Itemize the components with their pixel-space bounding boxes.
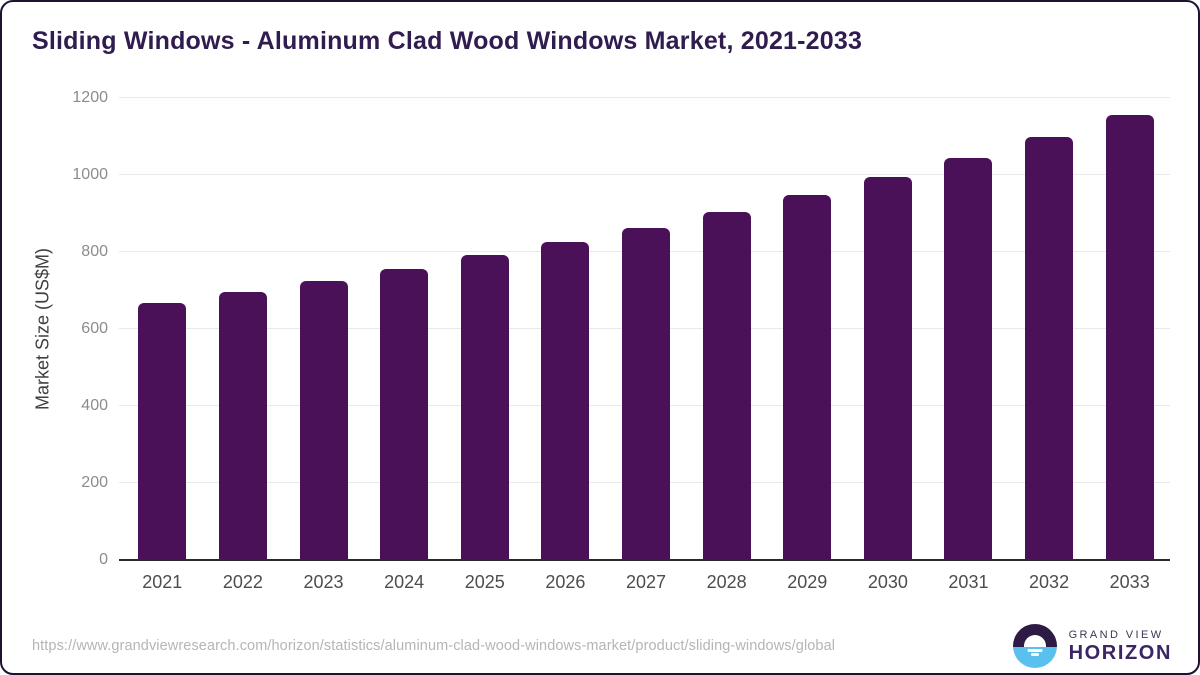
sun-reflection-line [1027, 649, 1043, 653]
chart-title: Sliding Windows - Aluminum Clad Wood Win… [32, 27, 863, 55]
x-tick-label: 2021 [142, 572, 183, 592]
x-tick-label: 2033 [1109, 572, 1150, 592]
source-url: https://www.grandviewresearch.com/horizo… [32, 638, 836, 654]
gridline [119, 174, 1170, 175]
bar-2028 [702, 211, 751, 560]
bar-2031 [944, 158, 993, 560]
bar-2032 [1025, 137, 1074, 560]
x-tick-label: 2029 [787, 572, 828, 592]
bar-2033 [1105, 114, 1154, 560]
x-axis-line [119, 559, 1170, 561]
bar-2026 [541, 242, 590, 560]
y-tick-label: 0 [99, 551, 108, 568]
brand-name-grand-view: GRAND VIEW [1068, 629, 1164, 641]
sun-reflection-line [1030, 653, 1039, 657]
y-tick-label: 800 [81, 243, 108, 260]
bar-2023 [299, 281, 348, 560]
y-tick-label: 1200 [72, 89, 108, 106]
x-tick-label: 2027 [625, 572, 667, 592]
horizon-sunrise-icon [1012, 624, 1057, 668]
y-tick-label: 1000 [72, 166, 108, 183]
y-tick-label: 600 [81, 320, 108, 337]
logo-text: GRAND VIEW HORIZON [1069, 628, 1172, 664]
y-axis-tick-labels: 0 200 400 600 800 1000 1200 [2, 89, 108, 568]
y-tick-label: 200 [81, 474, 108, 491]
x-tick-label: 2023 [303, 572, 344, 592]
gridline [119, 97, 1170, 98]
x-axis-tick-labels: 2021 2022 2023 2024 2025 2026 2027 2028 2029 2030… [122, 569, 1170, 595]
bar-2030 [863, 176, 912, 560]
bar-2024 [380, 268, 429, 560]
bar-2027 [622, 227, 670, 560]
footer: https://www.grandviewresearch.com/horizo… [32, 620, 1172, 672]
x-tick-label: 2030 [867, 572, 908, 592]
x-tick-label: 2028 [706, 572, 747, 592]
brand-name-horizon: HORIZON [1068, 642, 1172, 664]
plot-area [119, 97, 1170, 561]
x-tick-label: 2032 [1029, 572, 1070, 592]
bar-2025 [460, 255, 509, 560]
x-tick-label: 2031 [948, 572, 989, 592]
x-tick-label: 2024 [384, 572, 425, 592]
y-tick-label: 400 [81, 397, 108, 414]
x-tick-label: 2022 [222, 572, 263, 592]
x-tick-label: 2026 [545, 572, 586, 592]
bar-2021 [138, 302, 187, 560]
sun-dome-shape [1023, 634, 1046, 647]
bar-2022 [218, 292, 267, 560]
bar-2029 [783, 195, 832, 560]
grand-view-horizon-logo: GRAND VIEW HORIZON [1012, 624, 1172, 668]
x-tick-label: 2025 [464, 572, 505, 592]
